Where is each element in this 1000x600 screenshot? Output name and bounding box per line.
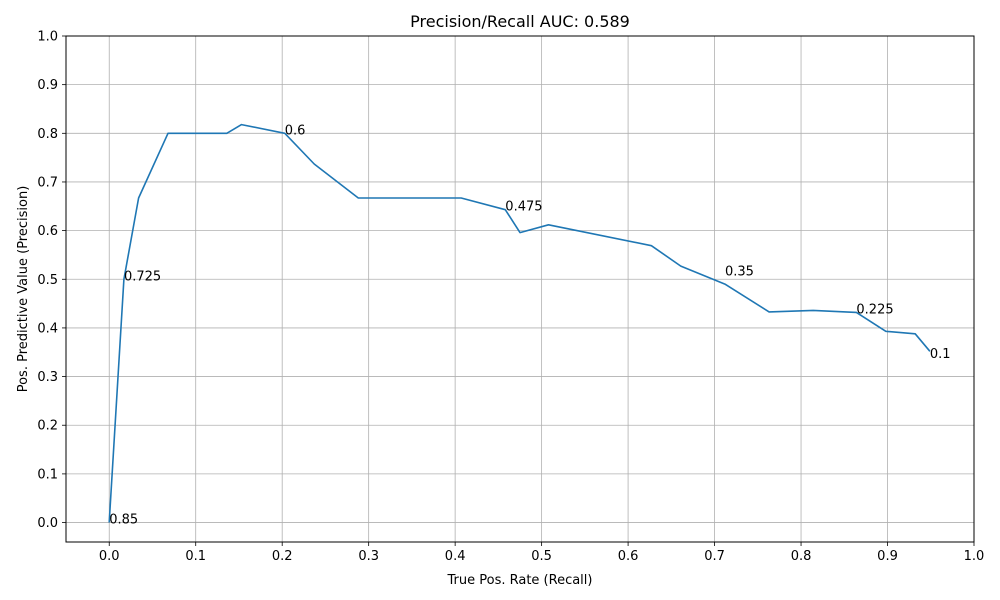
threshold-annotation: 0.225: [856, 302, 893, 317]
threshold-annotation: 0.35: [725, 264, 754, 279]
y-tick-label: 0.9: [37, 78, 58, 93]
plot-area-frame: [65, 35, 975, 543]
x-tick-label: 0.9: [877, 549, 898, 564]
y-axis-label: Pos. Predictive Value (Precision): [16, 186, 31, 393]
y-tick-label: 0.4: [37, 321, 58, 336]
y-tick-label: 1.0: [37, 30, 58, 45]
annotations: 0.85 0.725 0.6 0.475 0.35 0.225 0.1: [109, 123, 950, 527]
x-tick-label: 0.0: [99, 549, 120, 564]
threshold-annotation: 0.725: [124, 269, 161, 284]
x-axis-label: True Pos. Rate (Recall): [447, 573, 593, 588]
y-tick-label: 0.5: [37, 273, 58, 288]
y-tick-label: 0.2: [37, 419, 58, 434]
grid: [66, 35, 975, 542]
y-tick-label: 0.1: [37, 467, 58, 482]
series-group: [108, 123, 931, 523]
y-tick-label: 0.0: [37, 516, 58, 531]
x-tick-label: 0.8: [791, 549, 812, 564]
y-tick-label: 0.8: [37, 127, 58, 142]
x-tick-label: 1.0: [964, 549, 985, 564]
y-tick-label: 0.7: [37, 175, 58, 190]
axis-ticks: 0.0 0.1 0.2 0.3 0.4 0.5 0.6 0.7 0.8 0.9 1.00.00.10…: [37, 30, 984, 565]
threshold-annotation: 0.475: [505, 200, 542, 215]
x-tick-label: 0.6: [618, 549, 639, 564]
x-tick-label: 0.7: [704, 549, 725, 564]
x-tick-label: 0.1: [185, 549, 206, 564]
y-tick-label: 0.3: [37, 370, 58, 385]
threshold-annotation: 0.1: [930, 347, 951, 362]
x-tick-label: 0.2: [272, 549, 293, 564]
threshold-annotation: 0.85: [109, 513, 138, 528]
chart-title: Precision/Recall AUC: 0.589: [410, 12, 630, 31]
x-tick-label: 0.3: [358, 549, 379, 564]
x-tick-label: 0.5: [531, 549, 552, 564]
threshold-annotation: 0.6: [285, 123, 306, 138]
x-tick-label: 0.4: [445, 549, 466, 564]
y-tick-label: 0.6: [37, 224, 58, 239]
pr-curve-line: [108, 123, 931, 523]
